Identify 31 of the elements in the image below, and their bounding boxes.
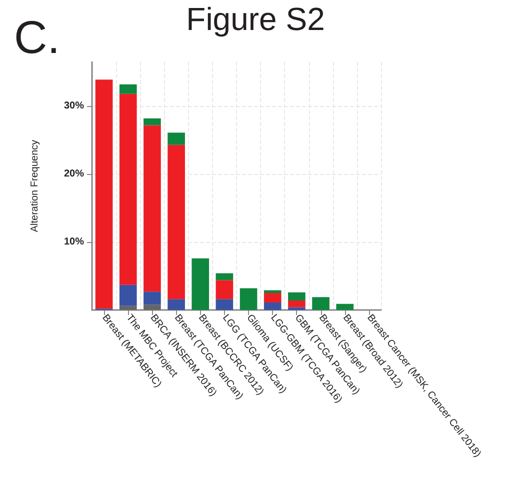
bar bbox=[119, 306, 137, 310]
bar bbox=[168, 132, 185, 145]
bar bbox=[264, 293, 282, 303]
bar bbox=[216, 299, 234, 310]
bar bbox=[144, 304, 161, 310]
bar bbox=[119, 84, 137, 94]
bar bbox=[144, 292, 161, 305]
bar bbox=[144, 125, 161, 292]
bar bbox=[240, 288, 258, 310]
bar bbox=[168, 299, 185, 310]
bar bbox=[119, 284, 137, 306]
y-tick-label: 20% bbox=[64, 168, 84, 180]
bar bbox=[95, 80, 113, 309]
bar bbox=[288, 300, 306, 308]
bar bbox=[336, 304, 354, 310]
bar bbox=[288, 292, 306, 300]
bar bbox=[288, 307, 306, 310]
chart-title: Figure S2 bbox=[186, 1, 325, 37]
bar bbox=[264, 290, 282, 294]
y-axis-title: Alteration Frequency bbox=[30, 140, 40, 232]
bar bbox=[192, 258, 210, 310]
bar bbox=[264, 302, 282, 310]
bar bbox=[216, 280, 234, 300]
bar bbox=[312, 297, 330, 310]
y-tick-label: 10% bbox=[64, 236, 84, 248]
bar bbox=[144, 118, 161, 126]
bar bbox=[119, 94, 137, 285]
bar bbox=[216, 273, 234, 280]
bar bbox=[168, 144, 185, 300]
y-tick-label: 30% bbox=[64, 100, 84, 112]
text: C. bbox=[14, 11, 60, 63]
